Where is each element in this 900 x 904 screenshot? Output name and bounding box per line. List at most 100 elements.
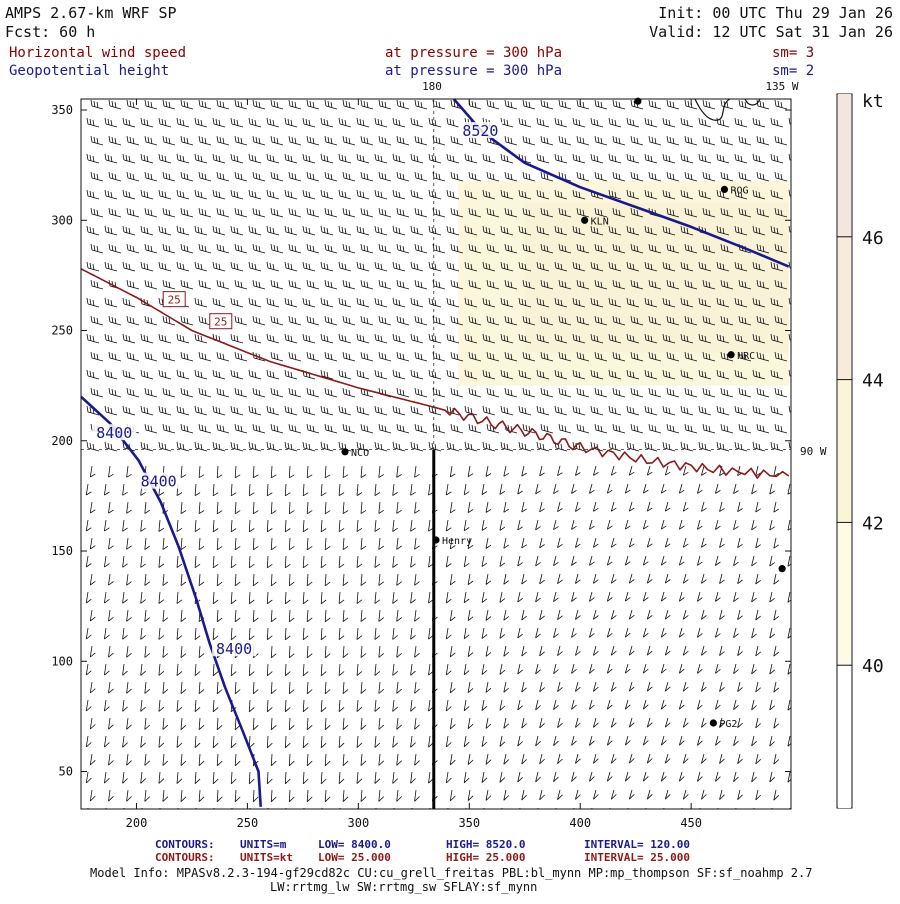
- wind-barb: [180, 423, 194, 434]
- wind-barb: [719, 501, 725, 512]
- wind-barb: [428, 333, 442, 344]
- wind-barb: [144, 99, 158, 110]
- wind-barb: [392, 297, 406, 308]
- wind-barb: [126, 537, 132, 550]
- wind-barb: [378, 135, 392, 146]
- wind-barb: [445, 771, 452, 784]
- wind-barb: [626, 369, 640, 380]
- wind-barb: [194, 333, 208, 344]
- wind-barb: [338, 735, 345, 748]
- field1-smoothing: sm= 3: [772, 45, 814, 61]
- wind-barb: [539, 501, 545, 513]
- wind-barb: [108, 645, 114, 658]
- colorbar-tick-label: 44: [862, 371, 884, 392]
- wind-barb: [360, 315, 374, 326]
- wind-barb: [374, 627, 381, 640]
- wind-barb: [463, 591, 470, 604]
- wind-barb: [606, 519, 613, 530]
- wind-barb: [503, 681, 510, 693]
- wind-barb: [518, 153, 532, 164]
- wind-barb: [594, 315, 608, 326]
- wind-barb: [499, 663, 506, 675]
- wind-barb: [698, 261, 712, 272]
- wind-barb: [230, 519, 237, 533]
- wind-barb: [320, 555, 327, 569]
- wind-barb: [697, 663, 703, 674]
- wind-barb: [144, 423, 158, 434]
- wind-barb: [324, 207, 338, 218]
- wind-barb: [180, 99, 194, 110]
- wind-barb: [558, 135, 572, 146]
- wind-barb: [288, 537, 295, 551]
- wind-barb: [266, 297, 280, 308]
- field1-name: Horizontal wind speed: [9, 45, 186, 61]
- wind-barb: [374, 297, 388, 308]
- wind-barb: [719, 717, 725, 728]
- wind-barb: [720, 207, 734, 218]
- wind-barb: [198, 573, 205, 587]
- wind-barb: [701, 645, 707, 656]
- wind-barb: [378, 465, 385, 478]
- wind-barb: [734, 297, 748, 308]
- wind-barb: [793, 208, 805, 217]
- wind-barb: [680, 333, 694, 344]
- wind-barb: [535, 735, 541, 747]
- wind-barb: [162, 537, 169, 550]
- wind-barb: [122, 225, 136, 236]
- wind-barb: [698, 189, 712, 200]
- wind-barb: [87, 807, 89, 809]
- wind-barb: [306, 681, 313, 695]
- wind-barb: [752, 369, 766, 380]
- wind-barb: [324, 315, 338, 326]
- wind-barb: [216, 423, 230, 434]
- wind-barb: [212, 483, 219, 497]
- wind-barb: [360, 99, 374, 110]
- wind-barb: [536, 261, 550, 272]
- wind-barb: [678, 519, 685, 530]
- wind-barb: [716, 297, 730, 308]
- wind-barb: [594, 207, 608, 218]
- wind-barb: [793, 172, 805, 181]
- wind-barb: [660, 591, 667, 602]
- wind-barb: [701, 681, 707, 692]
- wind-barb: [284, 555, 291, 569]
- wind-barb: [571, 591, 577, 602]
- wind-barb: [522, 387, 536, 398]
- wind-barb: [162, 315, 176, 326]
- wind-barb: [396, 315, 410, 326]
- wind-barb: [266, 261, 280, 272]
- wind-barb: [288, 465, 295, 479]
- wind-barb: [481, 591, 488, 603]
- wind-barb: [792, 718, 797, 728]
- wind-barb: [788, 261, 791, 269]
- meridian-lines: [81, 99, 791, 809]
- wind-barb: [756, 423, 770, 434]
- wind-barb: [86, 153, 100, 164]
- wind-barb: [230, 153, 244, 164]
- wind-barb: [374, 519, 381, 532]
- wind-barb: [410, 225, 424, 236]
- wind-barb: [302, 699, 309, 713]
- wind-barb: [608, 189, 622, 200]
- wind-barb: [485, 717, 492, 729]
- wind-barb: [755, 753, 761, 765]
- wind-barb: [517, 555, 523, 567]
- wind-barb: [162, 387, 176, 398]
- wind-barb: [266, 699, 273, 713]
- y-tick-label: 250: [51, 324, 73, 338]
- wind-barb: [410, 699, 416, 712]
- wind-barb: [770, 117, 784, 128]
- wind-barb: [773, 681, 780, 693]
- wind-barb: [680, 297, 694, 308]
- wind-barb: [234, 537, 241, 551]
- wind-barb: [716, 225, 730, 236]
- wind-barb: [716, 189, 730, 200]
- wind-barb: [486, 315, 500, 326]
- wind-barb: [212, 153, 226, 164]
- wind-barb: [252, 279, 266, 290]
- wind-barb: [572, 261, 586, 272]
- wind-barb: [752, 297, 766, 308]
- wind-barb: [158, 663, 165, 676]
- speed-contour-25: [81, 268, 790, 479]
